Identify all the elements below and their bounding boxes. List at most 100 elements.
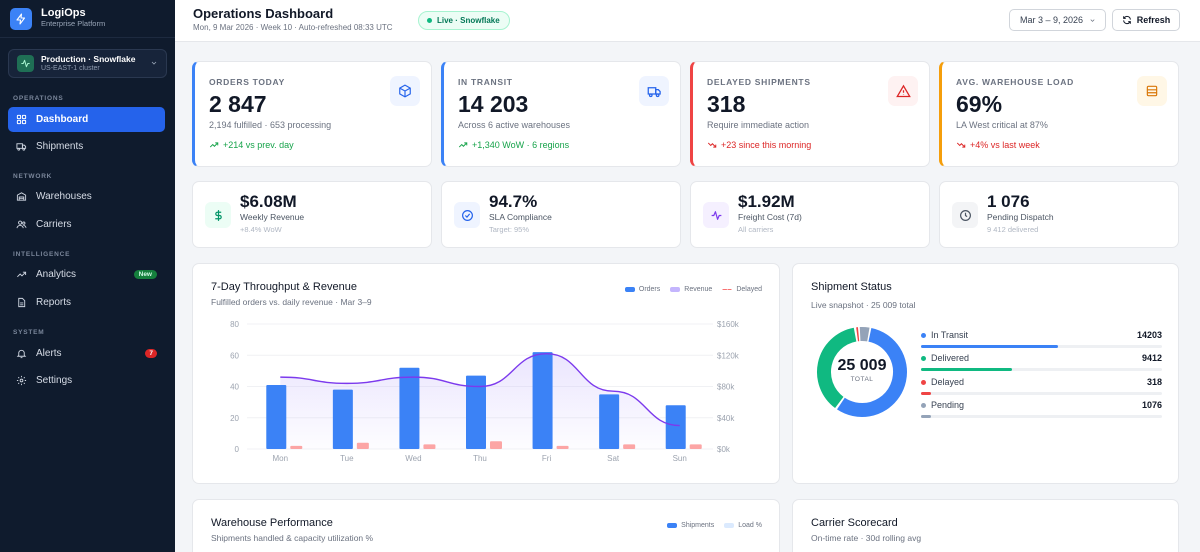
shipment-donut-chart (817, 327, 907, 417)
sidebar-item-alerts[interactable]: Alerts 7 (8, 341, 165, 366)
sidebar-item-dashboard[interactable]: Dashboard (8, 107, 165, 132)
x-tick-label: Wed (405, 454, 421, 463)
legend-label: Revenue (684, 286, 713, 293)
section-intelligence: INTELLIGENCE (13, 251, 71, 258)
page-title: Operations Dashboard (193, 6, 334, 21)
truck-icon (16, 143, 27, 151)
metric-value: 1 076 (987, 192, 1030, 211)
legend-shipments[interactable]: Shipments (667, 522, 714, 529)
metric-card-freight-cost[interactable]: $1.92M Freight Cost (7d) All carriers (690, 181, 930, 248)
environment-cluster: US-EAST-1 cluster (41, 65, 100, 72)
metric-icon-wrap (205, 202, 231, 228)
metric-subtitle: All carriers (738, 225, 774, 234)
sidebar-item-carriers[interactable]: Carriers (8, 212, 165, 237)
legend-swatch (670, 287, 681, 292)
environment-selector[interactable]: Production · Snowflake US-EAST-1 cluster (8, 49, 167, 78)
metric-card-sla-compliance[interactable]: 94.7% SLA Compliance Target: 95% (441, 181, 681, 248)
status-label: Pending (931, 400, 965, 410)
pulse-icon (711, 210, 721, 220)
sidebar-item-reports[interactable]: Reports (8, 290, 165, 315)
legend-orders[interactable]: Orders (624, 286, 660, 293)
kpi-card-delayed-shipments[interactable]: DELAYED SHIPMENTS 318 Require immediate … (690, 61, 930, 167)
throughput-panel: 7-Day Throughput & Revenue Fulfilled ord… (192, 263, 780, 484)
warehouse-performance-subtitle: Shipments handled & capacity utilization… (211, 533, 374, 543)
gear-icon (16, 375, 27, 386)
legend-label: Shipments (681, 522, 715, 529)
sidebar-item-label: Settings (36, 375, 73, 386)
metric-value: $6.08M (240, 192, 297, 211)
status-fill (921, 415, 932, 418)
kpi-card-warehouse-load[interactable]: AVG. WAREHOUSE LOAD 69% LA West critical… (939, 61, 1179, 167)
status-fill (921, 345, 1058, 348)
legend-swatch (724, 523, 735, 528)
grid-icon (16, 114, 27, 125)
kpi-icon-wrap (1137, 76, 1167, 106)
date-range-button[interactable]: Mar 3 – 9, 2026 (1009, 9, 1106, 31)
sidebar-item-analytics[interactable]: Analytics New (8, 262, 165, 287)
orders-bar (532, 352, 553, 449)
donut-total-label: TOTAL (850, 376, 874, 383)
kpi-value: 14 203 (458, 91, 529, 117)
shipment-status-panel: Shipment Status Live snapshot · 25 009 t… (792, 263, 1179, 484)
legend-delayed[interactable]: Delayed (722, 286, 762, 293)
sidebar-item-settings[interactable]: Settings (8, 368, 165, 393)
status-dot-icon (921, 333, 926, 338)
kpi-label: IN TRANSIT (458, 77, 513, 87)
sidebar-item-shipments[interactable]: Shipments (8, 134, 165, 159)
kpi-card-orders-today[interactable]: ORDERS TODAY 2 847 2,194 fulfilled · 653… (192, 61, 432, 167)
environment-name: Production · Snowflake (41, 54, 136, 64)
kpi-value: 2 847 (209, 91, 267, 117)
metric-label: Freight Cost (7d) (738, 212, 802, 222)
kpi-trend: +214 vs prev. day (209, 140, 294, 150)
kpi-icon-wrap (390, 76, 420, 106)
kpi-value: 69% (956, 91, 1003, 117)
kpi-subtitle: LA West critical at 87% (956, 120, 1048, 130)
metric-icon-wrap (454, 202, 480, 228)
trend-icon (17, 271, 27, 278)
status-value: 1076 (1141, 400, 1162, 410)
y-tick-label-right: $80k (717, 383, 735, 392)
document-icon (18, 297, 26, 308)
brand[interactable]: LogiOps Enterprise Platform (0, 0, 175, 38)
x-tick-label: Fri (542, 454, 552, 463)
kpi-trend: +23 since this morning (707, 140, 811, 150)
refresh-button[interactable]: Refresh (1112, 9, 1180, 31)
sidebar-item-warehouses[interactable]: Warehouses (8, 184, 165, 209)
metric-icon-wrap (703, 202, 729, 228)
legend-revenue[interactable]: Revenue (670, 286, 712, 293)
truck-icon (647, 86, 661, 97)
dollar-icon (214, 209, 222, 221)
chevron-down-icon (151, 61, 157, 65)
chevron-down-icon (1090, 19, 1095, 22)
metric-subtitle: Target: 95% (489, 225, 530, 234)
trend-up-icon (458, 142, 468, 148)
legend-swatch (624, 287, 635, 292)
kpi-card-in-transit[interactable]: IN TRANSIT 14 203 Across 6 active wareho… (441, 61, 681, 167)
section-system: SYSTEM (13, 329, 45, 336)
status-label: Delayed (931, 377, 965, 387)
x-tick-label: Mon (273, 454, 289, 463)
legend-swatch (722, 289, 733, 290)
y-tick-label-left: 80 (230, 320, 239, 329)
throughput-title: 7-Day Throughput & Revenue (211, 281, 357, 293)
carrier-scorecard-panel: Carrier Scorecard On-time rate · 30d rol… (792, 499, 1179, 552)
orders-bar (599, 394, 620, 449)
warehouse-performance-panel: Warehouse Performance Shipments handled … (192, 499, 780, 552)
status-track (921, 345, 1162, 348)
kpi-subtitle: Require immediate action (707, 120, 810, 130)
metric-label: SLA Compliance (489, 212, 552, 222)
status-label: In Transit (931, 330, 969, 340)
orders-bar (266, 384, 287, 449)
x-tick-label: Thu (473, 454, 487, 463)
metric-subtitle: +8.4% WoW (240, 225, 282, 234)
throughput-legend: Orders Revenue Delayed (615, 286, 762, 293)
donut-segment[interactable] (817, 327, 907, 417)
y-tick-label-left: 0 (235, 445, 240, 454)
metric-card-weekly-revenue[interactable]: $6.08M Weekly Revenue +8.4% WoW (192, 181, 432, 248)
status-value: 9412 (1141, 353, 1162, 363)
sidebar-item-label: Alerts (36, 348, 62, 359)
x-tick-label: Tue (340, 454, 354, 463)
metric-card-pending-dispatch[interactable]: 1 076 Pending Dispatch 9 412 delivered (939, 181, 1179, 248)
legend-load[interactable]: Load % (724, 522, 762, 529)
warehouse-icon (1146, 85, 1158, 97)
